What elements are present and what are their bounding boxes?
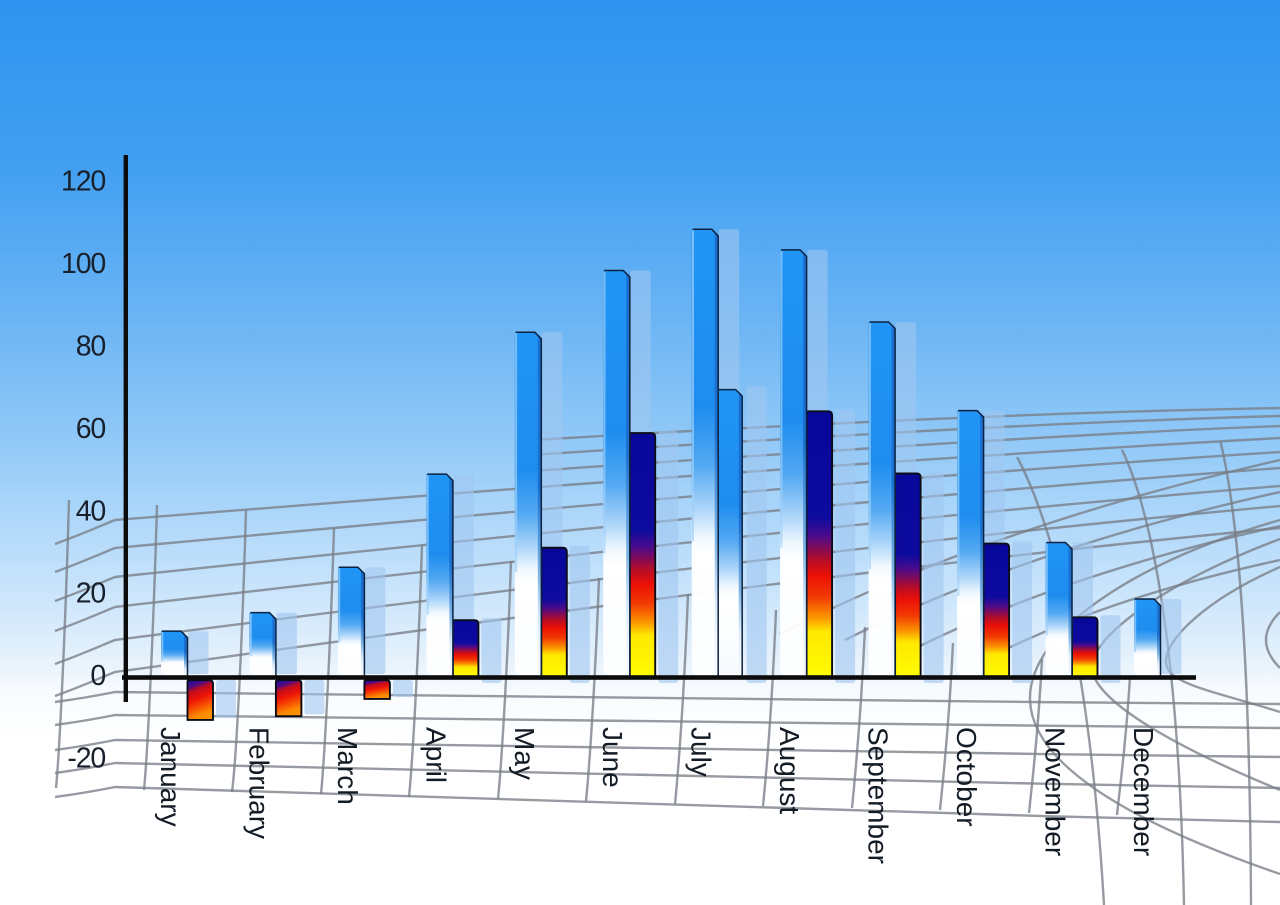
svg-text:September: September	[863, 727, 894, 864]
svg-text:June: June	[597, 727, 628, 788]
svg-text:60: 60	[76, 413, 106, 445]
svg-text:20: 20	[76, 578, 106, 610]
svg-text:April: April	[420, 727, 451, 783]
svg-text:March: March	[332, 727, 363, 805]
svg-text:January: January	[155, 727, 186, 827]
svg-text:July: July	[686, 727, 717, 777]
svg-text:40: 40	[76, 495, 106, 527]
svg-text:-20: -20	[67, 743, 105, 775]
svg-text:November: November	[1040, 727, 1071, 856]
svg-text:0: 0	[90, 660, 105, 692]
svg-text:80: 80	[76, 331, 106, 363]
svg-text:October: October	[951, 727, 982, 827]
svg-text:August: August	[774, 727, 805, 814]
svg-text:120: 120	[61, 166, 105, 198]
svg-text:May: May	[509, 727, 540, 780]
svg-text:December: December	[1128, 727, 1159, 856]
svg-text:100: 100	[61, 248, 105, 280]
svg-text:February: February	[243, 727, 274, 839]
